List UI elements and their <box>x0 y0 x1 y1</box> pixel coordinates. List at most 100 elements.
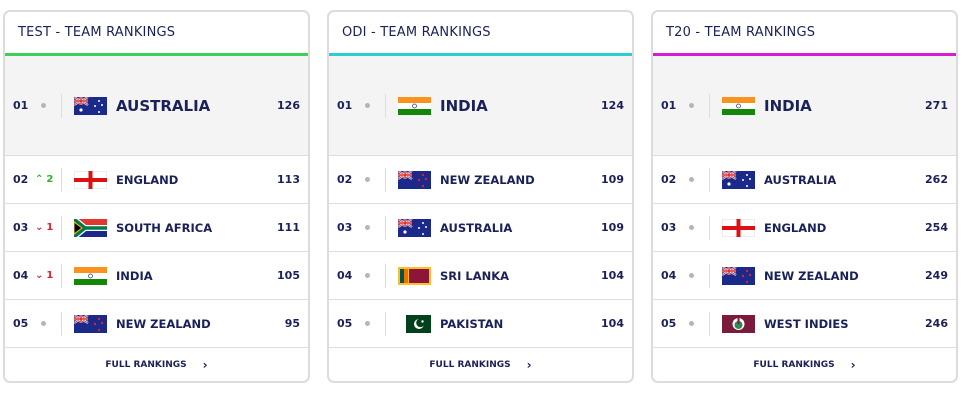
full-rankings-link[interactable]: FULL RANKINGS › <box>329 348 632 381</box>
rank-change-indicator: ⌄ 1 <box>35 270 61 281</box>
no-change-icon <box>689 273 694 278</box>
team-points: 105 <box>277 269 300 282</box>
chevron-right-icon: › <box>526 358 532 372</box>
divider <box>709 263 710 288</box>
team-name[interactable]: NEW ZEALAND <box>764 268 859 283</box>
no-change-icon <box>689 321 694 326</box>
full-rankings-label: FULL RANKINGS <box>105 360 187 370</box>
rank-change-indicator <box>359 103 385 108</box>
divider <box>709 167 710 192</box>
card-title: TEST - TEAM RANKINGS <box>5 12 308 56</box>
divider <box>385 93 386 118</box>
team-name[interactable]: AUSTRALIA <box>764 172 837 187</box>
table-row[interactable]: 01 INDIA 271 <box>653 56 956 156</box>
divider <box>385 311 386 336</box>
table-row[interactable]: 03 ⌄ 1 SOUTH AFRICA 111 <box>5 204 308 252</box>
team-name[interactable]: INDIA <box>116 268 153 283</box>
team-name[interactable]: ENGLAND <box>764 220 827 235</box>
team-name[interactable]: NEW ZEALAND <box>440 172 535 187</box>
rankings-card: ODI - TEAM RANKINGS 01 INDIA 124 02 NEW … <box>327 10 634 383</box>
table-row[interactable]: 02 ⌃ 2 ENGLAND 113 <box>5 156 308 204</box>
chevron-right-icon: › <box>202 358 208 372</box>
divider <box>61 311 62 336</box>
table-row[interactable]: 03 AUSTRALIA 109 <box>329 204 632 252</box>
no-change-icon <box>41 103 46 108</box>
divider <box>61 215 62 240</box>
flag-india-icon <box>722 96 755 115</box>
table-row[interactable]: 02 AUSTRALIA 262 <box>653 156 956 204</box>
flag-australia-icon <box>398 218 431 237</box>
rank-change-indicator <box>683 177 709 182</box>
rankings-card: TEST - TEAM RANKINGS 01 AUSTRALIA 126 02… <box>3 10 310 383</box>
flag-australia-icon <box>74 96 107 115</box>
table-row[interactable]: 05 WEST INDIES 246 <box>653 300 956 348</box>
divider <box>385 215 386 240</box>
table-row[interactable]: 04 NEW ZEALAND 249 <box>653 252 956 300</box>
no-change-icon <box>689 225 694 230</box>
team-name[interactable]: INDIA <box>764 96 812 115</box>
no-change-icon <box>689 103 694 108</box>
flag-india-icon <box>74 266 107 285</box>
team-name[interactable]: AUSTRALIA <box>116 96 211 115</box>
table-row[interactable]: 05 PAKISTAN 104 <box>329 300 632 348</box>
divider <box>709 93 710 118</box>
team-points: 109 <box>601 173 624 186</box>
team-points: 104 <box>601 269 624 282</box>
divider <box>61 167 62 192</box>
rank-change-indicator <box>359 273 385 278</box>
rank-change-indicator <box>683 103 709 108</box>
table-row[interactable]: 03 ENGLAND 254 <box>653 204 956 252</box>
no-change-icon <box>365 177 370 182</box>
team-name[interactable]: SOUTH AFRICA <box>116 220 213 235</box>
team-name[interactable]: INDIA <box>440 96 488 115</box>
rankings-card: T20 - TEAM RANKINGS 01 INDIA 271 02 AUST… <box>651 10 958 383</box>
table-row[interactable]: 04 ⌄ 1 INDIA 105 <box>5 252 308 300</box>
flag-india-icon <box>398 96 431 115</box>
divider <box>61 263 62 288</box>
full-rankings-link[interactable]: FULL RANKINGS › <box>653 348 956 381</box>
no-change-icon <box>365 103 370 108</box>
divider <box>385 263 386 288</box>
rank-position: 03 <box>661 221 677 234</box>
team-name[interactable]: WEST INDIES <box>764 316 849 331</box>
team-name[interactable]: AUSTRALIA <box>440 220 513 235</box>
team-name[interactable]: PAKISTAN <box>440 316 504 331</box>
divider <box>709 311 710 336</box>
team-points: 262 <box>925 173 948 186</box>
full-rankings-link[interactable]: FULL RANKINGS › <box>5 348 308 381</box>
arrow-down-icon: ⌄ <box>35 270 44 281</box>
table-row[interactable]: 05 NEW ZEALAND 95 <box>5 300 308 348</box>
table-row[interactable]: 04 SRI LANKA 104 <box>329 252 632 300</box>
rank-position: 01 <box>661 99 677 112</box>
arrow-down-icon: ⌄ <box>35 222 44 233</box>
flag-south-africa-icon <box>74 218 107 237</box>
table-row[interactable]: 01 AUSTRALIA 126 <box>5 56 308 156</box>
table-row[interactable]: 02 NEW ZEALAND 109 <box>329 156 632 204</box>
rank-position: 05 <box>337 317 353 330</box>
no-change-icon <box>365 225 370 230</box>
team-name[interactable]: SRI LANKA <box>440 268 510 283</box>
rank-change-indicator: ⌃ 2 <box>35 174 61 185</box>
arrow-up-icon: ⌃ <box>35 174 44 185</box>
team-name[interactable]: ENGLAND <box>116 172 179 187</box>
team-name[interactable]: NEW ZEALAND <box>116 316 211 331</box>
team-points: 113 <box>277 173 300 186</box>
flag-new-zealand-icon <box>398 170 431 189</box>
rank-position: 05 <box>13 317 29 330</box>
rank-change-indicator <box>683 225 709 230</box>
rank-position: 03 <box>13 221 29 234</box>
table-row[interactable]: 01 INDIA 124 <box>329 56 632 156</box>
divider <box>61 93 62 118</box>
rank-change: 2 <box>46 174 54 185</box>
flag-pakistan-icon <box>398 314 431 333</box>
rank-position: 01 <box>13 99 29 112</box>
team-points: 246 <box>925 317 948 330</box>
rank-change: 1 <box>46 270 54 281</box>
rank-change-indicator <box>683 321 709 326</box>
no-change-icon <box>689 177 694 182</box>
rank-change-indicator <box>35 321 61 326</box>
rank-change-indicator <box>35 103 61 108</box>
flag-england-icon <box>74 170 107 189</box>
rank-position: 01 <box>337 99 353 112</box>
team-points: 95 <box>284 317 300 330</box>
